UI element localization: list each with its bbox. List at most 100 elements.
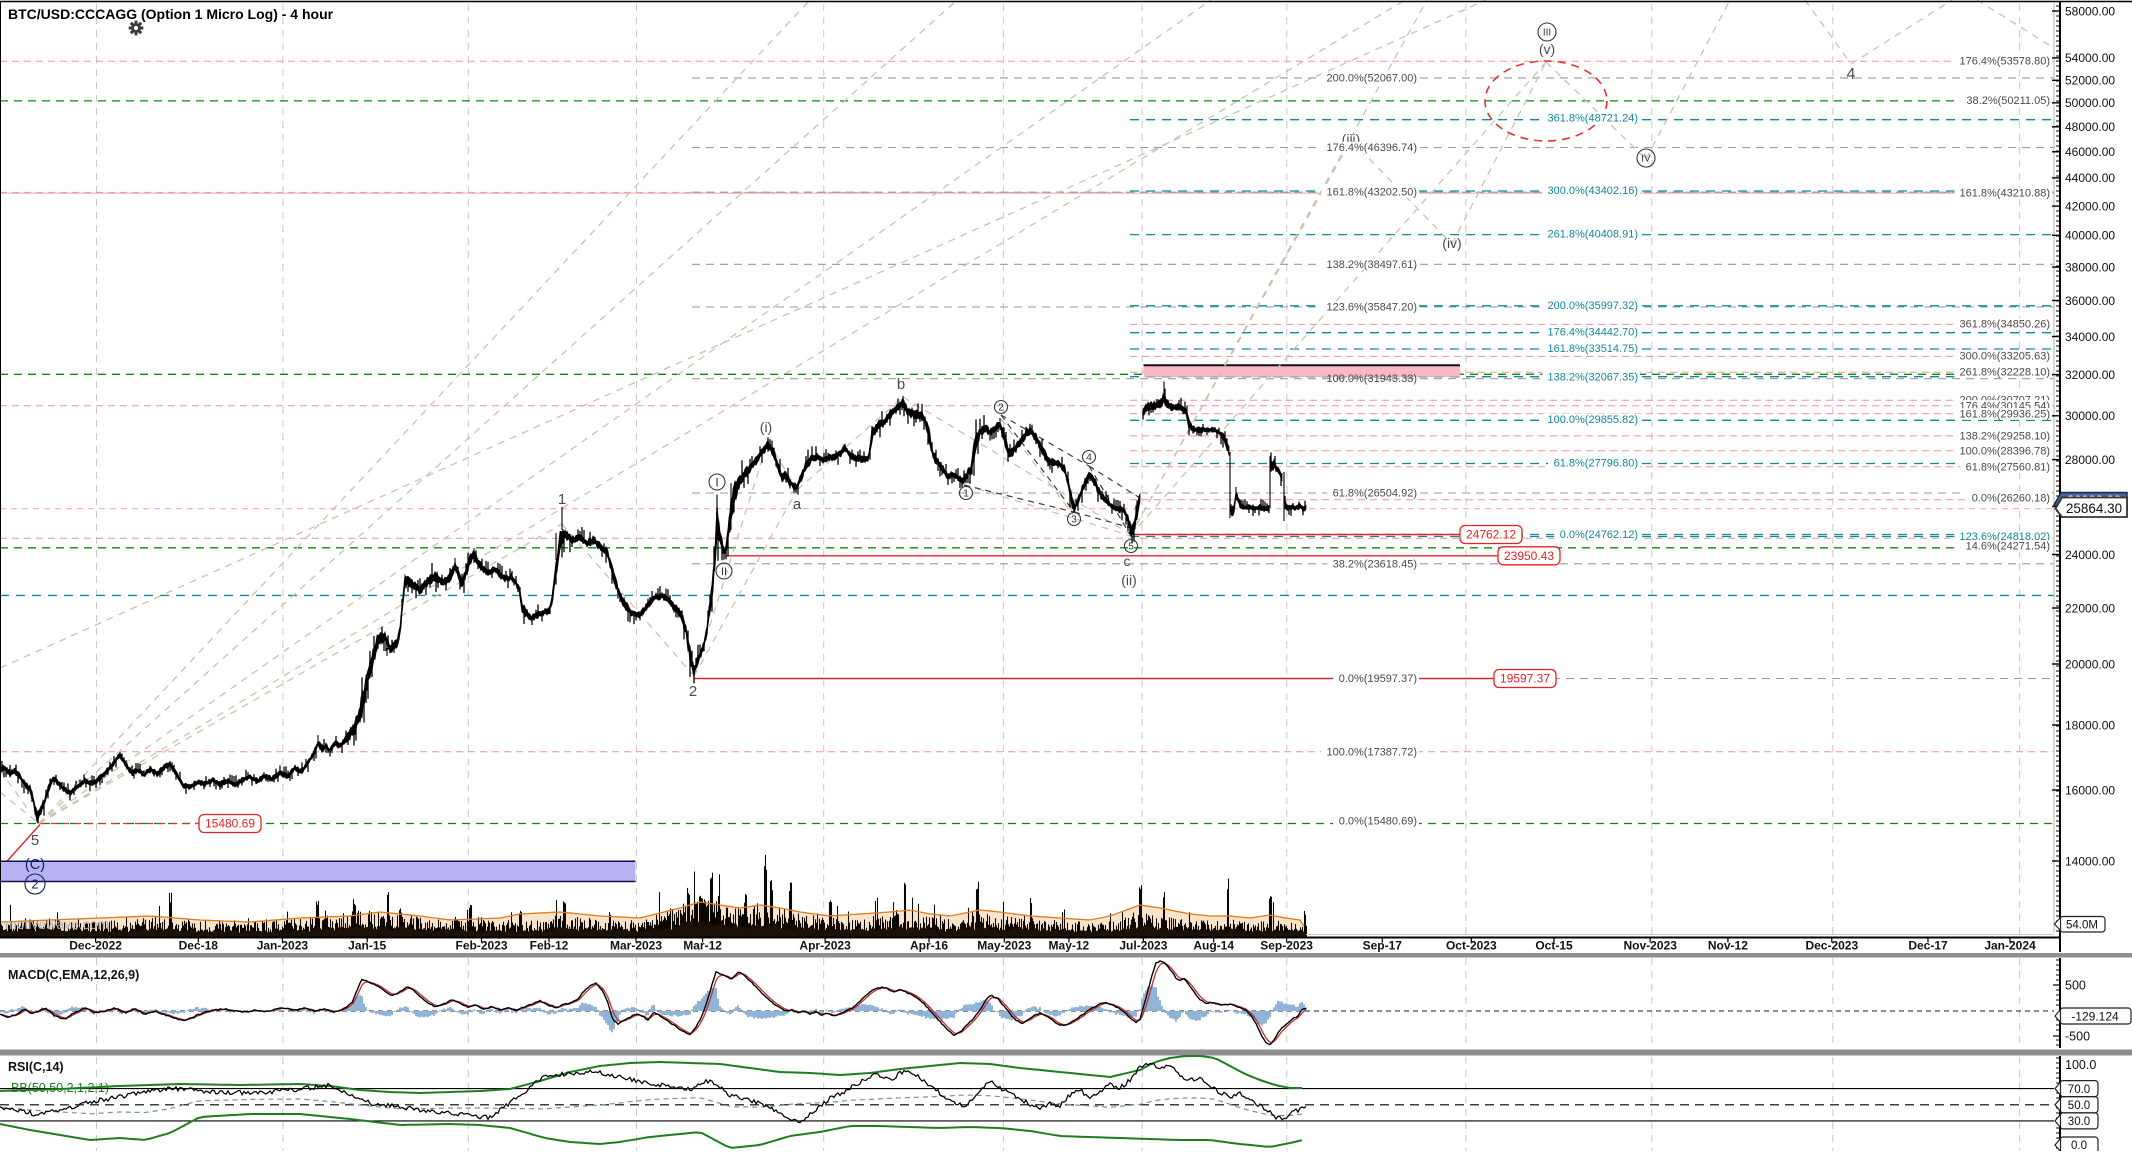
svg-text:19597.37: 19597.37 — [1500, 672, 1550, 686]
svg-text:May-12: May-12 — [1049, 939, 1090, 953]
svg-text:24000.00: 24000.00 — [2065, 548, 2115, 562]
svg-text:(v): (v) — [1539, 41, 1555, 57]
svg-text:261.8%(32228.10): 261.8%(32228.10) — [1959, 367, 2050, 379]
svg-text:52000.00: 52000.00 — [2065, 74, 2115, 88]
svg-text:Jan-2024: Jan-2024 — [1984, 939, 2036, 953]
svg-text:Mar-2023: Mar-2023 — [610, 939, 662, 953]
svg-text:361.8%(48721.24): 361.8%(48721.24) — [1547, 113, 1638, 125]
svg-text:(i): (i) — [760, 419, 772, 435]
svg-text:123.6%(24818.02): 123.6%(24818.02) — [1959, 531, 2050, 543]
svg-text:30.0: 30.0 — [2068, 1116, 2090, 1128]
svg-text:0.0%(19597.37): 0.0%(19597.37) — [1339, 673, 1417, 685]
svg-text:a: a — [793, 496, 802, 513]
svg-text:Oct-15: Oct-15 — [1535, 939, 1573, 953]
svg-text:36000.00: 36000.00 — [2065, 294, 2115, 308]
svg-text:May-2023: May-2023 — [977, 939, 1031, 953]
svg-text:Sep-17: Sep-17 — [1363, 939, 1403, 953]
svg-text:Sep-2023: Sep-2023 — [1260, 939, 1313, 953]
svg-text:(iv): (iv) — [1442, 235, 1461, 251]
svg-text:46000.00: 46000.00 — [2065, 145, 2115, 159]
svg-text:14000.00: 14000.00 — [2065, 854, 2115, 868]
svg-text:138.2%(32067.35): 138.2%(32067.35) — [1547, 372, 1638, 384]
svg-text:II: II — [721, 566, 727, 578]
svg-text:Jan-2023: Jan-2023 — [257, 939, 309, 953]
svg-text:Nov-12: Nov-12 — [1708, 939, 1748, 953]
svg-text:Dec-18: Dec-18 — [179, 939, 219, 953]
svg-text:138.2%(38497.61): 138.2%(38497.61) — [1326, 259, 1417, 271]
svg-text:23950.43: 23950.43 — [1504, 549, 1554, 563]
svg-text:Feb-2023: Feb-2023 — [455, 939, 507, 953]
svg-text:Feb-12: Feb-12 — [530, 939, 569, 953]
svg-text:200.0%(35997.32): 200.0%(35997.32) — [1547, 300, 1638, 312]
svg-text:Jul-2023: Jul-2023 — [1119, 939, 1167, 953]
svg-text:c: c — [1124, 553, 1131, 569]
svg-text:1: 1 — [558, 491, 566, 508]
svg-text:50.0: 50.0 — [2068, 1100, 2090, 1112]
svg-text:61.8%(27560.81): 61.8%(27560.81) — [1966, 462, 2050, 474]
svg-text:176.4%(46396.74): 176.4%(46396.74) — [1326, 142, 1417, 154]
svg-text:Dec-2022: Dec-2022 — [69, 939, 122, 953]
svg-text:I: I — [715, 475, 718, 489]
svg-text:IV: IV — [1641, 154, 1651, 165]
svg-text:Mar-12: Mar-12 — [683, 939, 722, 953]
svg-text:300.0%(43402.16): 300.0%(43402.16) — [1547, 185, 1638, 197]
svg-text:Oct-2023: Oct-2023 — [1446, 939, 1497, 953]
svg-text:42000.00: 42000.00 — [2065, 199, 2115, 213]
svg-text:54.0M: 54.0M — [2066, 920, 2098, 932]
svg-text:Apr-16: Apr-16 — [910, 939, 948, 953]
svg-text:18000.00: 18000.00 — [2065, 718, 2115, 732]
svg-text:22000.00: 22000.00 — [2065, 601, 2115, 615]
svg-text:1: 1 — [963, 489, 969, 500]
svg-text:16000.00: 16000.00 — [2065, 783, 2115, 797]
svg-text:61.8%(26504.92): 61.8%(26504.92) — [1333, 488, 1417, 500]
svg-text:40000.00: 40000.00 — [2065, 229, 2115, 243]
svg-text:2: 2 — [998, 403, 1004, 414]
svg-text:b: b — [897, 376, 905, 393]
svg-text:100.0%(31943.33): 100.0%(31943.33) — [1326, 373, 1417, 385]
svg-text:34000.00: 34000.00 — [2065, 330, 2115, 344]
svg-text:100.0: 100.0 — [2065, 1058, 2096, 1072]
svg-text:300.0%(33205.63): 300.0%(33205.63) — [1959, 351, 2050, 363]
svg-text:2: 2 — [31, 877, 38, 892]
svg-text:38000.00: 38000.00 — [2065, 260, 2115, 274]
svg-text:BTC/USD:CCCAGG (Option 1 Micro: BTC/USD:CCCAGG (Option 1 Micro Log) - 4 … — [8, 6, 334, 22]
svg-text:Dec-2023: Dec-2023 — [1805, 939, 1858, 953]
svg-text:70.0: 70.0 — [2068, 1084, 2090, 1096]
svg-text:24762.12: 24762.12 — [1466, 528, 1516, 542]
svg-text:200.0%(52067.00): 200.0%(52067.00) — [1326, 72, 1417, 84]
svg-text:0.0%(24762.12): 0.0%(24762.12) — [1560, 529, 1638, 541]
svg-text:15480.69: 15480.69 — [205, 817, 255, 831]
svg-text:38.2%(23618.45): 38.2%(23618.45) — [1333, 558, 1417, 570]
svg-text:123.6%(35847.20): 123.6%(35847.20) — [1326, 302, 1417, 314]
svg-text:161.8%(43202.50): 161.8%(43202.50) — [1326, 187, 1417, 199]
svg-text:61.8%(27796.80): 61.8%(27796.80) — [1554, 458, 1638, 470]
svg-text:4: 4 — [1086, 453, 1092, 464]
svg-text:Dec-17: Dec-17 — [1908, 939, 1948, 953]
svg-text:III: III — [1543, 28, 1551, 39]
svg-text:4: 4 — [1847, 66, 1856, 83]
svg-text:138.2%(29258.10): 138.2%(29258.10) — [1959, 431, 2050, 443]
svg-text:261.8%(40408.91): 261.8%(40408.91) — [1547, 229, 1638, 241]
svg-text:(ii): (ii) — [1121, 572, 1137, 588]
svg-text:3: 3 — [1071, 515, 1077, 526]
svg-text:361.8%(34850.26): 361.8%(34850.26) — [1959, 319, 2050, 331]
svg-text:100.0%(29855.82): 100.0%(29855.82) — [1547, 414, 1638, 426]
svg-text:58000.00: 58000.00 — [2065, 4, 2115, 18]
svg-text:0.0: 0.0 — [2071, 1140, 2087, 1151]
svg-text:5: 5 — [1128, 542, 1134, 553]
svg-text:Apr-2023: Apr-2023 — [799, 939, 851, 953]
svg-text:-500: -500 — [2065, 1030, 2090, 1044]
svg-text:161.8%(33514.75): 161.8%(33514.75) — [1547, 343, 1638, 355]
svg-text:14.6%(24271.54): 14.6%(24271.54) — [1966, 541, 2050, 553]
svg-text:Jan-15: Jan-15 — [348, 939, 386, 953]
svg-text:100.0%(17387.72): 100.0%(17387.72) — [1326, 746, 1417, 758]
svg-text:30000.00: 30000.00 — [2065, 409, 2115, 423]
svg-text:Aug-14: Aug-14 — [1193, 939, 1234, 953]
svg-text:48000.00: 48000.00 — [2065, 120, 2115, 134]
svg-text:161.8%(43210.88): 161.8%(43210.88) — [1959, 188, 2050, 200]
svg-text:2: 2 — [689, 683, 697, 700]
svg-text:5: 5 — [31, 832, 39, 849]
svg-text:MACD(C,EMA,12,26,9): MACD(C,EMA,12,26,9) — [8, 968, 139, 982]
svg-text:100.0%(28396.78): 100.0%(28396.78) — [1959, 446, 2050, 458]
svg-text:176.4%(53578.80): 176.4%(53578.80) — [1959, 56, 2050, 68]
